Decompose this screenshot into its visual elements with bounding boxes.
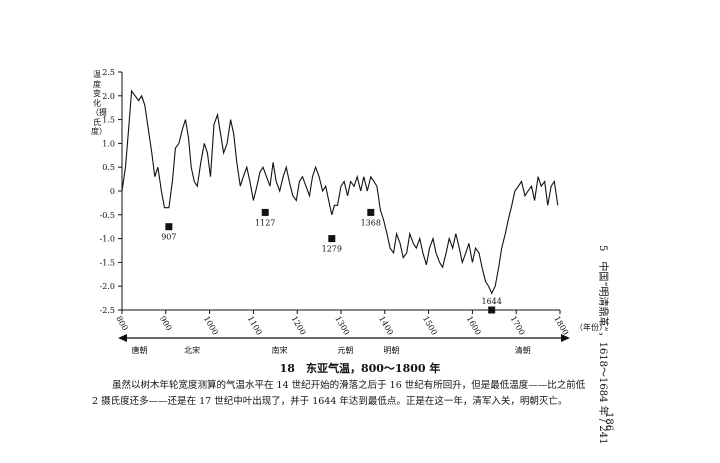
page-number: 186: [603, 412, 614, 432]
y-tick-label: -1.5: [100, 258, 115, 267]
event-marker: [488, 306, 496, 314]
figure-caption: 18 东亚气温，800～1800 年: [279, 362, 441, 375]
event-marker: [261, 208, 269, 216]
event-marker: [367, 208, 375, 216]
y-axis-label: 温度变化（摄氏度）: [91, 70, 107, 136]
dynasty-label: 北宋: [184, 345, 200, 355]
y-tick-label: -0.5: [100, 211, 115, 220]
y-tick-label: 0.5: [102, 163, 115, 172]
y-tick-label: 2.5: [102, 68, 115, 77]
y-tick-label: -1.0: [100, 235, 115, 244]
y-ticks: 2.5 2.0 1.5 1.0 0.5 0 -0.5 -1.0 -1.5 -2.0 -2.5: [100, 68, 122, 315]
x-tick-label: 1100: [246, 315, 264, 337]
event-marker-label: 907: [161, 233, 176, 242]
x-tick-label: 1300: [333, 315, 351, 337]
x-tick-label: 1400: [377, 315, 395, 337]
running-head: 5 中国“明清鼎革”，1618～1684 年 / 241: [597, 245, 608, 445]
x-tick-label: 1000: [202, 315, 220, 337]
event-marker-label: 1644: [481, 297, 501, 306]
x-axis-label: （年份）: [575, 322, 607, 332]
dynasty-label: 清朝: [515, 345, 531, 355]
y-tick-label: -2.0: [100, 282, 115, 291]
temperature-series-line: [121, 89, 559, 295]
dynasty-label: 元朝: [337, 346, 353, 355]
body-paragraph: 虽然以树木年轮宽度测算的气温水平在 14 世纪开始的滑落之后于 16 世纪有所回…: [92, 380, 586, 407]
event-marker-label: 1127: [255, 218, 275, 227]
timeline-left-arrow-icon: [118, 334, 127, 342]
dynasty-label: 南宋: [272, 345, 288, 355]
x-tick-label: 900: [158, 315, 173, 333]
x-ticks: 800 900 1000 1100 1200 1300 1400 1500 1600 1700 18…: [114, 310, 570, 337]
x-tick-label: 1500: [421, 315, 439, 337]
y-tick-label: 0: [110, 187, 115, 196]
y-tick-label: 2.0: [102, 92, 115, 101]
x-tick-label: 1800: [552, 315, 570, 337]
x-tick-label: 1200: [289, 315, 307, 337]
timeline-right-arrow-icon: [561, 334, 570, 342]
dynasty-timeline: 唐朝 北宋 南宋 元朝 明朝 清朝: [118, 334, 570, 355]
x-tick-label: 1600: [465, 315, 483, 337]
event-marker: [165, 223, 173, 231]
y-tick-label: 1.0: [102, 139, 115, 148]
x-tick-label: 800: [114, 315, 129, 333]
event-marker-label: 1368: [361, 218, 381, 227]
x-tick-label: 1700: [508, 315, 526, 337]
dynasty-label: 明朝: [383, 346, 399, 355]
dynasty-labels: 唐朝 北宋 南宋 元朝 明朝 清朝: [132, 345, 531, 355]
event-marker: [328, 235, 336, 243]
event-markers: 907 1127 1279 1368 1644: [161, 208, 502, 314]
event-marker-label: 1279: [322, 245, 342, 254]
chart-axes: [121, 72, 560, 311]
y-tick-label: -2.5: [100, 306, 115, 315]
y-tick-label: 1.5: [102, 116, 115, 125]
dynasty-label: 唐朝: [132, 345, 148, 355]
